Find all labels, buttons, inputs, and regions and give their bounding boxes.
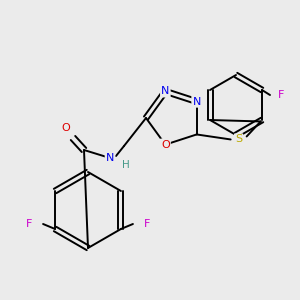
Text: N: N (161, 86, 170, 96)
Text: S: S (235, 134, 242, 145)
Text: H: H (122, 160, 130, 170)
Text: F: F (26, 219, 32, 229)
Text: O: O (161, 140, 170, 150)
Text: N: N (106, 153, 114, 163)
Text: F: F (278, 90, 284, 100)
Text: N: N (193, 97, 201, 106)
Text: F: F (144, 219, 150, 229)
Text: O: O (61, 123, 70, 133)
